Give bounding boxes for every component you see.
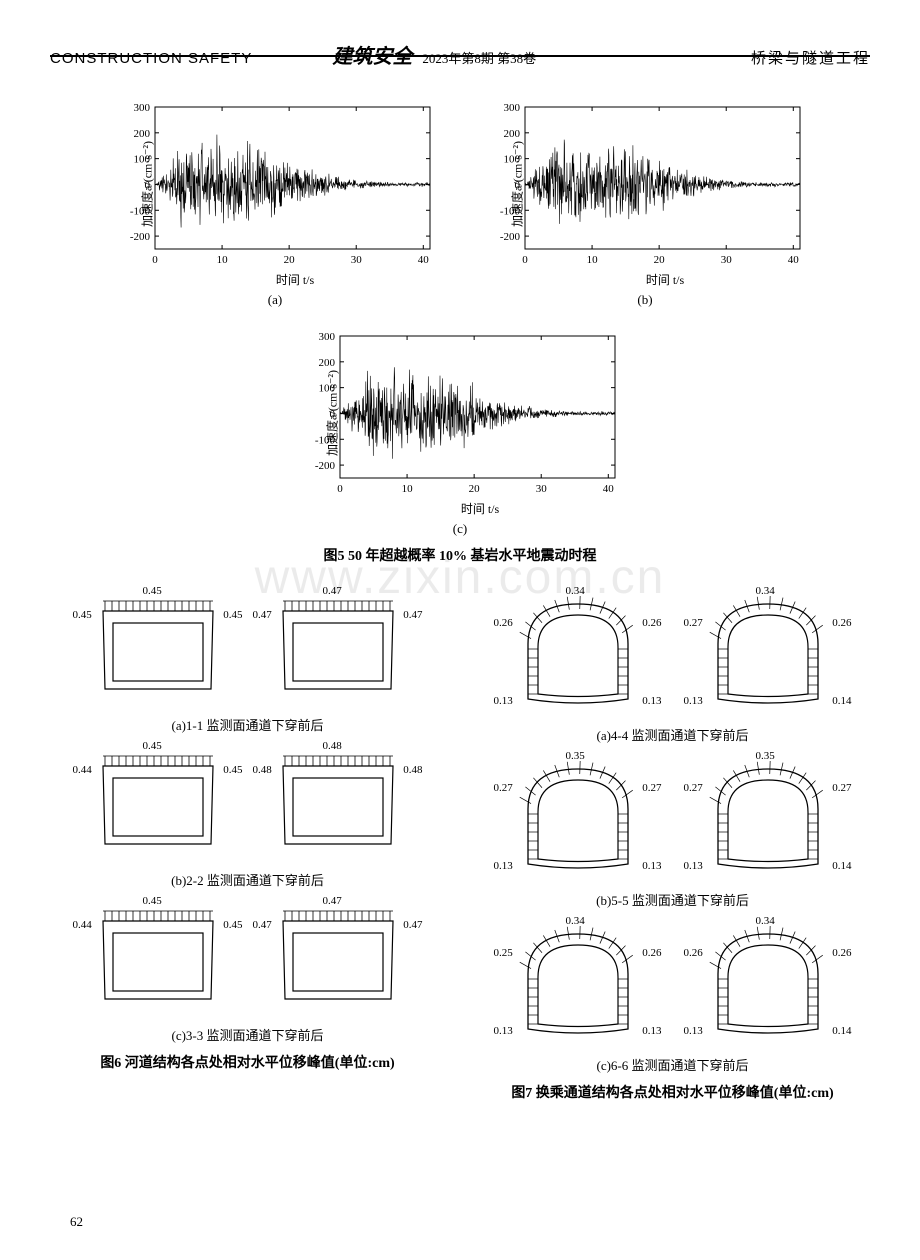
sub-caption: (a)4-4 监测面通道下穿前后 (475, 725, 870, 744)
sub-caption: (b)5-5 监测面通道下穿前后 (475, 890, 870, 909)
svg-text:200: 200 (319, 357, 336, 369)
subplot-label: (c) (295, 521, 625, 537)
figure7-column: 0.34 0.26 0.26 0.13 0.13 0.34 0.27 0.26 … (475, 579, 870, 1102)
svg-text:40: 40 (603, 483, 615, 495)
channel-diagram: 0.45 0.45 0.45 (83, 589, 233, 709)
sub-caption: (c)6-6 监测面通道下穿前后 (475, 1055, 870, 1074)
issue-info: 2023年第8期 第38卷 (422, 48, 536, 67)
sub-caption: (a)1-1 监测面通道下穿前后 (50, 715, 445, 734)
svg-text:10: 10 (587, 254, 599, 266)
svg-text:0: 0 (337, 483, 343, 495)
figure6-column: 0.45 0.45 0.45 0.47 0.47 0.47 (a)1-1 监测面… (50, 579, 445, 1102)
passage-diagram: 0.34 0.26 0.26 0.13 0.13 (498, 589, 658, 719)
subplot-label: (a) (110, 292, 440, 308)
x-axis-label: 时间 t/s (295, 500, 625, 517)
svg-text:0: 0 (522, 254, 528, 266)
svg-text:20: 20 (654, 254, 666, 266)
passage-diagram: 0.34 0.26 0.26 0.13 0.14 (688, 919, 848, 1049)
svg-text:300: 300 (319, 331, 336, 343)
seismic-plot-c: -200-1000100200300010203040 加速度a/(cm·s⁻²… (295, 328, 625, 537)
sub-caption: (c)3-3 监测面通道下穿前后 (50, 1025, 445, 1044)
channel-diagram: 0.45 0.44 0.45 (83, 744, 233, 864)
sub-caption: (b)2-2 监测面通道下穿前后 (50, 870, 445, 889)
y-axis-label: 加速度a/(cm·s⁻²) (323, 370, 340, 456)
figure5-caption: 图5 50 年超越概率 10% 基岩水平地震动时程 (50, 545, 870, 565)
svg-text:20: 20 (469, 483, 481, 495)
svg-text:200: 200 (134, 128, 151, 140)
svg-text:40: 40 (788, 254, 800, 266)
passage-diagram: 0.35 0.27 0.27 0.13 0.13 (498, 754, 658, 884)
svg-text:300: 300 (134, 102, 151, 114)
channel-diagram: 0.47 0.47 0.47 (263, 899, 413, 1019)
svg-text:-200: -200 (315, 460, 336, 472)
channel-diagram: 0.45 0.44 0.45 (83, 899, 233, 1019)
svg-text:10: 10 (402, 483, 414, 495)
y-axis-label: 加速度a/(cm·s⁻²) (508, 141, 525, 227)
subplot-label: (b) (480, 292, 810, 308)
journal-banner: CONSTRUCTION SAFETY (50, 50, 252, 67)
channel-diagram: 0.48 0.48 0.48 (263, 744, 413, 864)
passage-diagram: 0.35 0.27 0.27 0.13 0.14 (688, 754, 848, 884)
svg-text:20: 20 (284, 254, 296, 266)
svg-text:-200: -200 (130, 231, 151, 243)
y-axis-label: 加速度a/(cm·s⁻²) (138, 141, 155, 227)
x-axis-label: 时间 t/s (110, 271, 440, 288)
passage-diagram: 0.34 0.25 0.26 0.13 0.13 (498, 919, 658, 1049)
svg-text:10: 10 (217, 254, 229, 266)
svg-text:30: 30 (351, 254, 363, 266)
x-axis-label: 时间 t/s (480, 271, 810, 288)
figure6-caption: 图6 河道结构各点处相对水平位移峰值(单位:cm) (50, 1052, 445, 1072)
channel-diagram: 0.47 0.47 0.47 (263, 589, 413, 709)
figure7-caption: 图7 换乘通道结构各点处相对水平位移峰值(单位:cm) (475, 1082, 870, 1102)
svg-text:30: 30 (536, 483, 548, 495)
seismic-plot-b: -200-1000100200300010203040 加速度a/(cm·s⁻²… (480, 99, 810, 308)
svg-text:30: 30 (721, 254, 733, 266)
page-number: 62 (70, 1214, 83, 1230)
svg-text:40: 40 (418, 254, 430, 266)
passage-diagram: 0.34 0.27 0.26 0.13 0.14 (688, 589, 848, 719)
header-rule (50, 55, 870, 57)
svg-text:-200: -200 (500, 231, 521, 243)
seismic-plot-a: -200-1000100200300010203040 加速度a/(cm·s⁻²… (110, 99, 440, 308)
section-title: 桥梁与隧道工程 (751, 47, 870, 68)
svg-text:300: 300 (504, 102, 521, 114)
svg-text:200: 200 (504, 128, 521, 140)
svg-text:0: 0 (152, 254, 158, 266)
